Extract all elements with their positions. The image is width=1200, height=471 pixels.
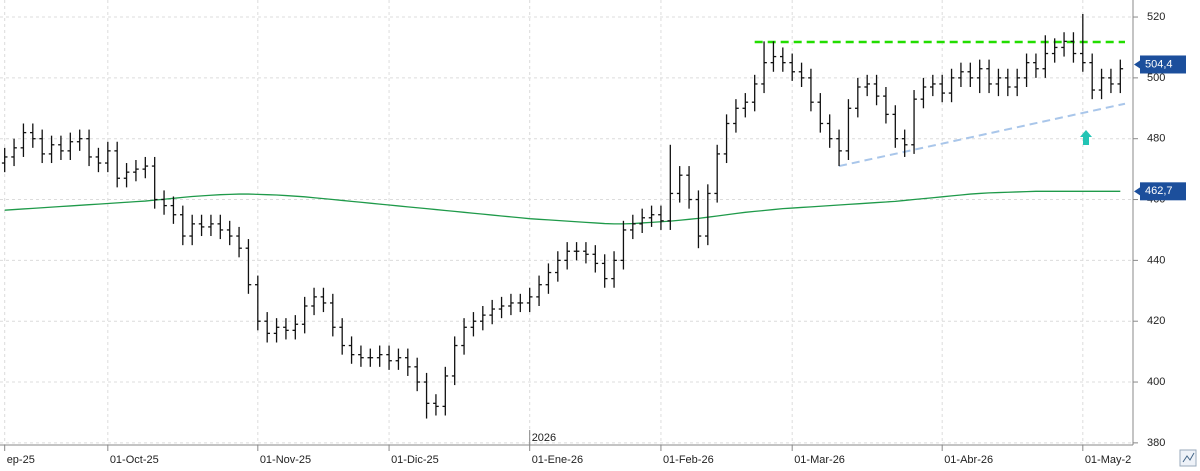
last-price-label: 504,4 — [1145, 58, 1173, 70]
settings-icon-glyph — [1182, 452, 1195, 463]
y-tick-label: 400 — [1147, 376, 1165, 388]
arrow-up-marker — [1080, 130, 1092, 145]
x-tick-label: 01-Nov-25 — [260, 454, 311, 466]
last-price-box — [1140, 55, 1186, 74]
y-tick-label: 520 — [1147, 11, 1165, 23]
x-tick-label: 01-Oct-25 — [110, 454, 159, 466]
trend-line — [838, 102, 1126, 168]
y-tick-label: 420 — [1147, 315, 1165, 327]
y-tick-label: 500 — [1147, 72, 1165, 84]
last-price-pointer — [1134, 60, 1140, 69]
x-tick-label: 01-Mar-26 — [794, 454, 845, 466]
year-label: 2026 — [532, 432, 556, 444]
ma-last-pointer — [1134, 187, 1140, 196]
x-tick-label: 01-Ene-26 — [532, 454, 583, 466]
y-tick-label: 380 — [1147, 437, 1165, 449]
x-tick-label: 01-Abr-26 — [944, 454, 993, 466]
y-tick-label: 440 — [1147, 254, 1165, 266]
ma-last-label: 462,7 — [1145, 185, 1173, 197]
x-tick-label: 01-Dic-25 — [391, 454, 439, 466]
y-tick-label: 480 — [1147, 133, 1165, 145]
x-tick-label: 01-Feb-26 — [663, 454, 714, 466]
x-tick-label: ep-25 — [7, 454, 35, 466]
ma-last-box — [1140, 182, 1186, 201]
moving-average-line — [4, 190, 1121, 225]
x-tick-label: 01-May-2 — [1085, 454, 1131, 466]
